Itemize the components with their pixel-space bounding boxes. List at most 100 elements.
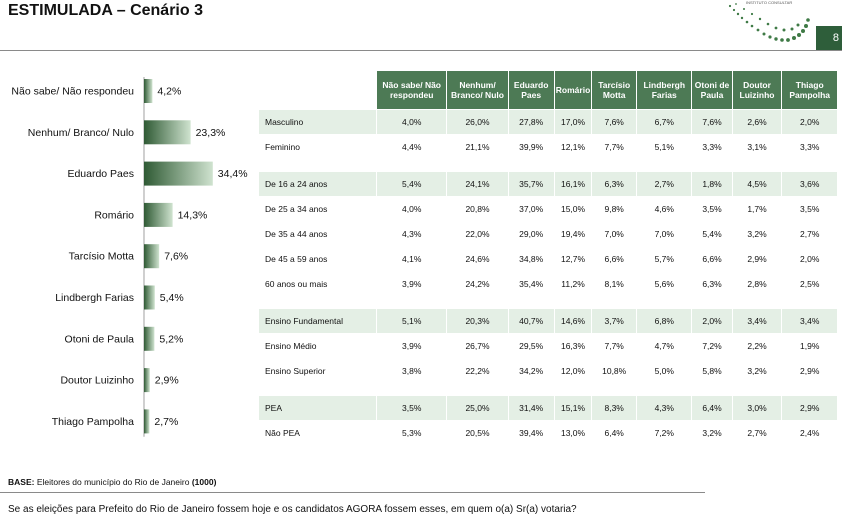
table-cell: 2,6% [732,110,782,134]
column-header: Otoni de Paula [692,71,732,109]
bar-value-label: 34,4% [218,168,248,180]
bar-category-label: Lindbergh Farias [55,292,134,304]
table-cell: 4,1% [377,247,447,271]
table-cell: 5,1% [377,309,447,333]
table-cell: 6,7% [637,110,692,134]
base-sample-size: (1000) [191,477,217,487]
bar [144,368,150,393]
bar-category-label: Eduardo Paes [67,168,134,180]
table-row: Ensino Médio 3,9% 26,7% 29,5% 16,3% 7,7% 4,7% 7… [259,334,837,358]
table-cell: 22,0% [447,222,508,246]
base-text: Eleitores do município do Rio de Janeiro [36,477,190,487]
table-cell: 4,7% [637,334,692,358]
row-label: Não PEA [259,421,376,445]
bar-value-label: 14,3% [178,209,208,221]
page-number: 8 [816,26,842,50]
table-cell: 10,8% [592,359,637,383]
column-header: Não sabe/ Não respondeu [377,71,447,109]
table-cell: 17,0% [554,110,592,134]
logo-icon: INSTITUTO CONSULTAR [728,0,810,42]
bar-category-label: Não sabe/ Não respondeu [11,86,134,98]
table-cell: 5,0% [637,359,692,383]
table-cell: 3,5% [782,197,837,221]
group-spacer [259,297,837,308]
row-label: De 45 a 59 anos [259,247,376,271]
bar [144,161,213,186]
table-cell: 5,7% [637,247,692,271]
table-cell: 29,5% [508,334,554,358]
table-row: Feminino 4,4% 21,1% 39,9% 12,1% 7,7% 5,1% 3,3% 3… [259,135,837,159]
table-cell: 7,7% [592,135,637,159]
bar-value-label: 5,4% [160,292,184,304]
table-cell: 2,9% [782,396,837,420]
table-cell: 2,7% [782,222,837,246]
group-spacer [259,160,837,171]
table-cell: 24,1% [447,172,508,196]
row-label: 60 anos ou mais [259,272,376,296]
table-cell: 3,1% [732,135,782,159]
table-cell: 3,4% [732,309,782,333]
table-cell: 3,7% [592,309,637,333]
bar-category-label: Tarcísio Motta [69,251,135,263]
table-cell: 2,2% [732,334,782,358]
table-cell: 5,4% [377,172,447,196]
table-cell: 3,4% [782,309,837,333]
table-cell: 2,0% [782,247,837,271]
bar [144,285,155,310]
base-note: BASE: Eleitores do município do Rio de J… [8,477,216,487]
table-cell: 7,2% [692,334,732,358]
table-cell: 3,3% [692,135,732,159]
table-corner [259,71,376,109]
table-header-row: Não sabe/ Não respondeu Nenhum/ Branco/ N… [259,71,837,109]
table-row: Não PEA 5,3% 20,5% 39,4% 13,0% 6,4% 7,2% 3,2% 2,… [259,421,837,445]
table-cell: 2,7% [732,421,782,445]
table-row: 60 anos ou mais 3,9% 24,2% 35,4% 11,2% 8,1% 5,… [259,272,837,296]
table-cell: 2,9% [732,247,782,271]
table-cell: 40,7% [508,309,554,333]
table-cell: 2,9% [782,359,837,383]
table-row: Masculino 4,0% 26,0% 27,8% 17,0% 7,6% 6,7% 7,6%… [259,110,837,134]
table-row: Ensino Superior 3,8% 22,2% 34,2% 12,0% 10,8% 5… [259,359,837,383]
table-cell: 3,9% [377,334,447,358]
table-row: PEA 3,5% 25,0% 31,4% 15,1% 8,3% 4,3% 6,4% 3,0% 2,… [259,396,837,420]
table-cell: 39,9% [508,135,554,159]
table-row: De 45 a 59 anos 4,1% 24,6% 34,8% 12,7% 6,6% 5,… [259,247,837,271]
row-label: Ensino Médio [259,334,376,358]
table-cell: 22,2% [447,359,508,383]
table-cell: 5,3% [377,421,447,445]
table-cell: 20,3% [447,309,508,333]
group-spacer [259,384,837,395]
table-cell: 4,3% [377,222,447,246]
title-divider [0,50,842,51]
table-cell: 4,4% [377,135,447,159]
table-cell: 3,2% [732,222,782,246]
row-label: Feminino [259,135,376,159]
table-cell: 24,2% [447,272,508,296]
table-cell: 4,0% [377,197,447,221]
table-cell: 20,8% [447,197,508,221]
column-header: Lindbergh Farias [637,71,692,109]
table-cell: 19,4% [554,222,592,246]
bar-category-label: Thiago Pampolha [52,416,134,428]
table-cell: 6,8% [637,309,692,333]
table-cell: 3,8% [377,359,447,383]
table-cell: 6,3% [692,272,732,296]
table-cell: 26,0% [447,110,508,134]
bar-category-label: Otoni de Paula [65,333,135,345]
table-cell: 37,0% [508,197,554,221]
table-cell: 7,0% [592,222,637,246]
table-row: De 35 a 44 anos 4,3% 22,0% 29,0% 19,4% 7,0% 7,… [259,222,837,246]
table-cell: 29,0% [508,222,554,246]
bar [144,409,150,434]
table-cell: 2,0% [692,309,732,333]
table-cell: 14,6% [554,309,592,333]
bar-value-label: 7,6% [164,251,188,263]
table-cell: 2,8% [732,272,782,296]
table-cell: 7,0% [637,222,692,246]
bar [144,120,191,145]
row-label: PEA [259,396,376,420]
table-cell: 27,8% [508,110,554,134]
table-cell: 6,4% [592,421,637,445]
table-row: Ensino Fundamental 5,1% 20,3% 40,7% 14,6% 3,7… [259,309,837,333]
bar-value-label: 5,2% [159,333,183,345]
